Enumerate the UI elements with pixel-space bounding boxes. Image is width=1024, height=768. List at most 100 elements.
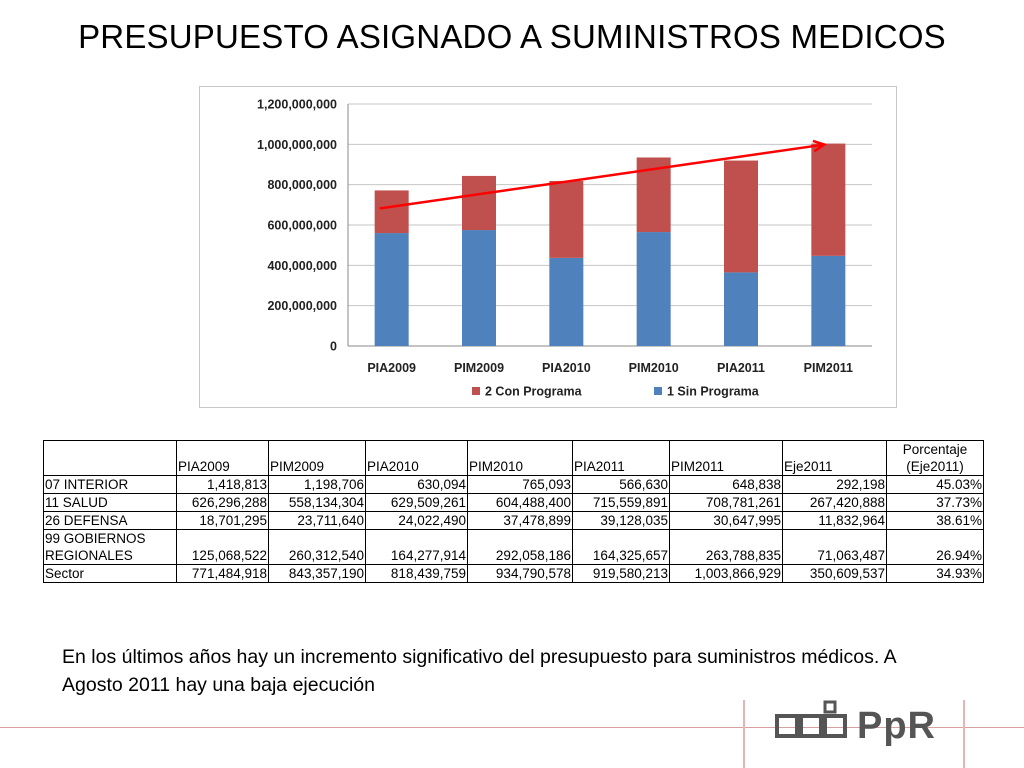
legend-swatch	[472, 387, 480, 395]
col-header-eje2011: Eje2011	[782, 440, 887, 476]
x-tick-label: PIA2009	[367, 361, 416, 375]
footer-vertical-line-left	[743, 700, 745, 768]
ppr-logo-text: PpR	[857, 705, 936, 747]
footer-vertical-line-right	[963, 700, 965, 768]
budget-chart: 0 200,000,000 400,000,000 600,000,000 800,00…	[199, 86, 897, 408]
table-cell: 630,094	[365, 475, 468, 494]
y-tick-label: 800,000,000	[267, 178, 337, 192]
y-tick-label: 200,000,000	[267, 299, 337, 313]
table-cell	[572, 529, 670, 547]
table-cell: 648,838	[669, 475, 783, 494]
col-header-pia2010: PIA2010	[365, 440, 468, 476]
col-header-pim2009: PIM2009	[268, 440, 366, 476]
table-cell: 1,198,706	[268, 475, 366, 494]
table-cell: 818,439,759	[365, 564, 468, 583]
table-cell: 11,832,964	[782, 511, 887, 530]
bar-segment	[636, 232, 671, 346]
table-cell: 260,312,540	[268, 547, 366, 565]
x-tick-label: PIM2009	[454, 361, 504, 375]
table-cell	[176, 529, 269, 547]
table-cell: 771,484,918	[176, 564, 269, 583]
table-cell: 37.73%	[886, 493, 984, 512]
legend-label: 1 Sin Programa	[667, 385, 760, 399]
table-row: REGIONALES 125,068,522 260,312,540 164,277,…	[43, 547, 984, 565]
trend-arrow-line	[379, 143, 825, 210]
table-header-empty	[43, 440, 177, 476]
ppr-logo-icon	[775, 700, 847, 738]
table-row: 26 DEFENSA 18,701,295 23,711,640 24,022,490…	[43, 511, 984, 530]
bar-segment	[811, 255, 846, 346]
table-header-row: PIA2009 PIM2009 PIA2010 PIM2010 PIA2011 …	[43, 440, 984, 476]
bar-segment	[811, 143, 846, 256]
legend-label: 2 Con Programa	[485, 385, 583, 399]
bar-segment	[374, 233, 409, 346]
y-tick-label: 1,000,000,000	[257, 138, 337, 152]
table-cell	[467, 529, 573, 547]
table-cell: 39,128,035	[572, 511, 670, 530]
table-row: 07 INTERIOR 1,418,813 1,198,706 630,094 765,…	[43, 475, 984, 494]
bar-segment	[549, 257, 584, 346]
table-cell: 708,781,261	[669, 493, 783, 512]
table-row: Sector 771,484,918 843,357,190 818,439,759 9…	[43, 564, 984, 583]
row-label: 07 INTERIOR	[43, 475, 177, 494]
table-cell: 164,325,657	[572, 547, 670, 565]
budget-table: PIA2009 PIM2009 PIA2010 PIM2010 PIA2011 …	[43, 440, 984, 583]
legend-swatch	[654, 387, 662, 395]
y-tick-label: 1,200,000,000	[257, 98, 337, 112]
table-cell: 765,093	[467, 475, 573, 494]
table-cell: 292,198	[782, 475, 887, 494]
col-header-porcentaje: Porcentaje (Eje2011)	[886, 440, 984, 476]
bar-segment	[374, 190, 409, 234]
table-cell: 1,418,813	[176, 475, 269, 494]
table-cell: 843,357,190	[268, 564, 366, 583]
table-cell: 566,630	[572, 475, 670, 494]
bar-segment	[724, 160, 758, 273]
porcentaje-line-1: Porcentaje	[902, 442, 968, 457]
table-cell: 934,790,578	[467, 564, 573, 583]
table-cell: 45.03%	[886, 475, 984, 494]
table-cell: 125,068,522	[176, 547, 269, 565]
bar-segment	[462, 230, 496, 346]
bar-segment	[462, 175, 496, 231]
table-row: 99 GOBIERNOS	[43, 529, 984, 547]
table-cell	[886, 529, 984, 547]
table-cell: 350,609,537	[782, 564, 887, 583]
x-tick-label: PIM2010	[629, 361, 679, 375]
row-label: REGIONALES	[43, 547, 177, 565]
bar-segment	[549, 180, 584, 258]
y-tick-label: 600,000,000	[267, 219, 337, 233]
table-cell: 1,003,866,929	[669, 564, 783, 583]
y-tick-label: 400,000,000	[267, 259, 337, 273]
table-cell: 919,580,213	[572, 564, 670, 583]
table-cell: 292,058,186	[467, 547, 573, 565]
table-cell: 18,701,295	[176, 511, 269, 530]
table-cell: 30,647,995	[669, 511, 783, 530]
table-row: 11 SALUD 626,296,288 558,134,304 629,509,26…	[43, 493, 984, 512]
row-label: Sector	[43, 564, 177, 583]
conclusion-text: En los últimos años hay un incremento si…	[62, 646, 896, 696]
col-header-pia2011: PIA2011	[572, 440, 670, 476]
footer-divider	[0, 727, 1024, 728]
table-cell: 629,509,261	[365, 493, 468, 512]
table-cell: 38.61%	[886, 511, 984, 530]
table-cell: 23,711,640	[268, 511, 366, 530]
table-cell: 37,478,899	[467, 511, 573, 530]
table-cell	[782, 529, 887, 547]
x-tick-label: PIA2011	[717, 361, 765, 375]
table-cell: 263,788,835	[669, 547, 783, 565]
row-label: 26 DEFENSA	[43, 511, 177, 530]
col-header-pia2009: PIA2009	[176, 440, 269, 476]
slide-title: PRESUPUESTO ASIGNADO A SUMINISTROS MEDIC…	[78, 18, 946, 55]
table-cell: 164,277,914	[365, 547, 468, 565]
row-label: 99 GOBIERNOS	[43, 529, 177, 547]
table-cell: 71,063,487	[782, 547, 887, 565]
x-tick-label: PIM2011	[804, 361, 853, 375]
porcentaje-line-2: (Eje2011)	[906, 459, 964, 474]
table-cell: 26.94%	[886, 547, 984, 565]
table-cell: 34.93%	[886, 564, 984, 583]
trend-arrow-head	[812, 139, 828, 153]
chart-canvas: 0 200,000,000 400,000,000 600,000,000 800,00…	[257, 98, 872, 399]
table-cell	[669, 529, 783, 547]
x-tick-label: PIA2010	[542, 361, 591, 375]
table-cell: 267,420,888	[782, 493, 887, 512]
